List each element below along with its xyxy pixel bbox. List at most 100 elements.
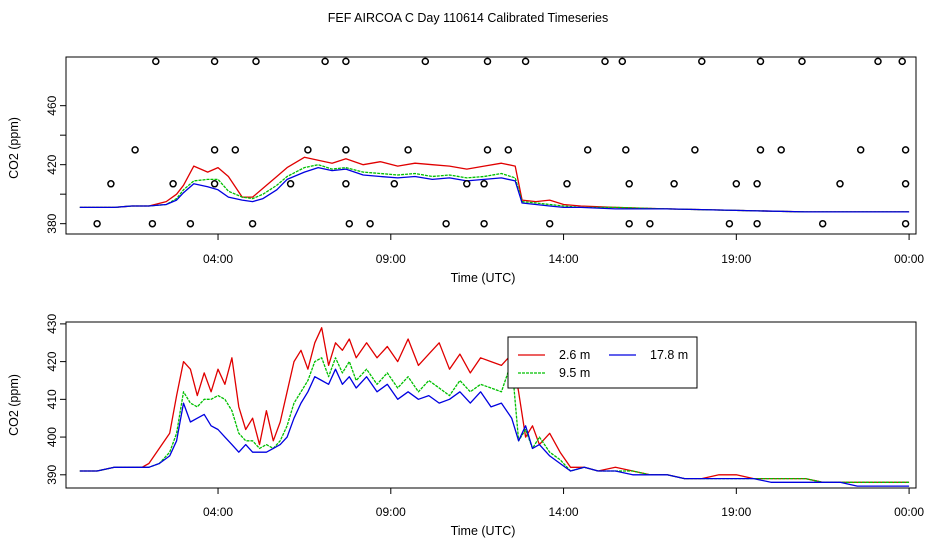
bottom-y-axis-label: CO2 (ppm) <box>7 374 21 436</box>
legend-label-2-6m: 2.6 m <box>559 348 590 362</box>
data-point <box>545 219 554 228</box>
data-point <box>345 219 354 228</box>
x-tick-label: 14:00 <box>549 505 579 519</box>
top-plot-frame <box>65 56 917 235</box>
data-point <box>321 57 329 66</box>
x-tick-label: 00:00 <box>894 505 924 519</box>
data-point <box>521 57 530 66</box>
data-point <box>152 57 160 66</box>
data-point <box>670 180 678 188</box>
data-point <box>798 57 806 66</box>
x-tick-label: 14:00 <box>549 252 579 266</box>
x-tick-label: 04:00 <box>203 252 233 266</box>
data-point <box>901 180 910 188</box>
data-point <box>480 180 488 188</box>
top-x-axis-label: Time (UTC) <box>451 271 516 285</box>
data-point <box>698 57 706 66</box>
series-line-9-5-m <box>79 357 910 483</box>
legend-box <box>507 336 698 389</box>
data-point <box>618 57 627 66</box>
y-tick-label: 420 <box>45 154 59 174</box>
legend: 2.6 m 17.8 m 9.5 m <box>507 336 698 389</box>
data-point <box>732 180 741 188</box>
x-tick-label: 19:00 <box>721 505 751 519</box>
data-point <box>252 57 260 66</box>
data-point <box>107 180 115 188</box>
data-point <box>463 180 471 188</box>
x-tick-label: 09:00 <box>376 505 406 519</box>
data-point <box>304 146 312 154</box>
legend-label-17-8m: 17.8 m <box>650 348 688 362</box>
data-point <box>231 146 240 154</box>
data-point <box>583 146 592 154</box>
series-line-17-8-m <box>79 368 910 487</box>
data-point <box>480 219 488 228</box>
data-point <box>777 146 785 154</box>
data-point <box>483 146 492 154</box>
data-point <box>442 219 450 228</box>
data-point <box>186 219 195 228</box>
data-point <box>856 146 865 154</box>
bottom-panel: 390 400 410 420 430 04:00 09:00 14:00 19:00 00:0… <box>7 314 924 538</box>
data-point <box>756 57 765 66</box>
y-tick-label: 430 <box>45 314 59 334</box>
data-point <box>210 180 219 188</box>
data-point <box>901 219 910 228</box>
data-point <box>169 180 177 188</box>
top-points-group <box>93 57 910 228</box>
bottom-x-axis-label: Time (UTC) <box>451 524 516 538</box>
chart-title: FEF AIRCOA C Day 110614 Calibrated Times… <box>328 11 608 25</box>
y-tick-label: 420 <box>45 351 59 371</box>
y-tick-label: 400 <box>45 427 59 447</box>
data-point <box>483 57 492 66</box>
data-point <box>504 146 513 154</box>
data-point <box>366 219 374 228</box>
top-y-axis-label: CO2 (ppm) <box>7 117 21 179</box>
top-y-axis: 380 420 460 <box>45 95 66 234</box>
series-line-17-8-m <box>79 166 910 213</box>
data-point <box>691 146 699 154</box>
data-point <box>210 146 219 154</box>
data-point <box>342 57 350 66</box>
data-point <box>898 57 906 66</box>
data-point <box>874 57 882 66</box>
x-tick-label: 04:00 <box>203 505 233 519</box>
data-point <box>625 219 633 228</box>
series-line-2-6-m <box>79 156 910 213</box>
data-point <box>646 219 654 228</box>
data-point <box>131 146 139 154</box>
data-point <box>286 180 295 188</box>
data-point <box>622 146 630 154</box>
bottom-series-group <box>79 327 910 487</box>
top-panel: 380 420 460 04:00 09:00 14:00 19:00 00:00 Time… <box>7 56 924 285</box>
y-tick-label: 410 <box>45 389 59 409</box>
x-tick-label: 09:00 <box>376 252 406 266</box>
data-point <box>753 219 761 228</box>
data-point <box>901 146 910 154</box>
data-point <box>210 57 219 66</box>
data-point <box>404 146 412 154</box>
top-series-group <box>79 156 910 213</box>
data-point <box>836 180 844 188</box>
data-point <box>753 180 761 188</box>
data-point <box>818 219 827 228</box>
data-point <box>248 219 257 228</box>
data-point <box>421 57 430 66</box>
series-line-9-5-m <box>79 164 910 213</box>
y-tick-label: 390 <box>45 464 59 484</box>
data-point <box>563 180 571 188</box>
data-point <box>725 219 734 228</box>
bottom-y-axis: 390 400 410 420 430 <box>45 314 66 485</box>
legend-label-9-5m: 9.5 m <box>559 366 590 380</box>
y-tick-label: 380 <box>45 213 59 233</box>
x-tick-label: 19:00 <box>721 252 751 266</box>
data-point <box>148 219 157 228</box>
data-point <box>601 57 609 66</box>
data-point <box>93 219 101 228</box>
bottom-plot-frame <box>65 321 917 489</box>
data-point <box>625 180 633 188</box>
data-point <box>342 180 350 188</box>
data-point <box>756 146 765 154</box>
bottom-x-axis: 04:00 09:00 14:00 19:00 00:00 <box>203 488 924 519</box>
